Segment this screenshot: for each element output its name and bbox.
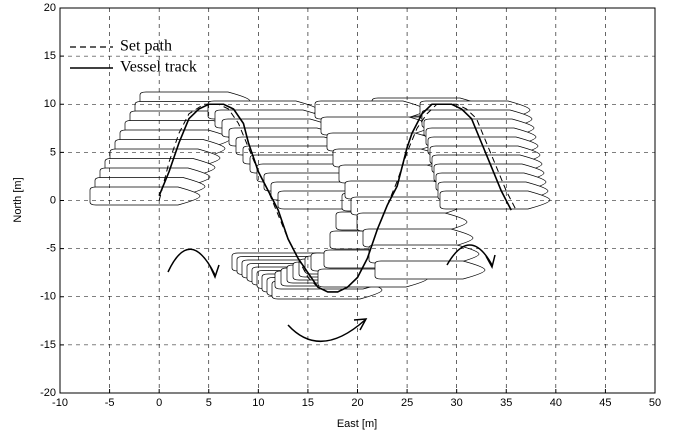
y-axis-label: North [m] xyxy=(12,177,24,222)
series-line xyxy=(158,103,517,293)
vessel-outline xyxy=(362,228,474,248)
vessel-outline xyxy=(326,132,438,152)
vessel-outline xyxy=(356,212,468,232)
x-tick-label: 10 xyxy=(252,397,264,409)
y-tick-label: 10 xyxy=(44,98,56,110)
y-tick-label: -15 xyxy=(40,339,56,351)
arrows xyxy=(167,244,496,342)
x-tick-label: 30 xyxy=(451,397,463,409)
y-tick-label: 0 xyxy=(50,194,56,206)
y-tick-label: 5 xyxy=(50,146,56,158)
legend-label: Vessel track xyxy=(120,59,197,76)
vessel-outline xyxy=(320,116,432,136)
vessel-outline xyxy=(332,148,444,168)
series-line xyxy=(158,103,512,293)
y-tick-label: 15 xyxy=(44,50,56,62)
x-tick-label: 45 xyxy=(599,397,611,409)
legend-label: Set path xyxy=(120,38,172,55)
x-tick-label: -10 xyxy=(52,397,68,409)
vessel-outline xyxy=(439,190,551,210)
y-tick-label: -20 xyxy=(40,387,56,399)
vessel-outline xyxy=(374,260,486,280)
x-tick-label: -5 xyxy=(105,397,115,409)
y-tick-label: -5 xyxy=(46,243,56,255)
x-tick-label: 20 xyxy=(351,397,363,409)
vessel-outline xyxy=(314,100,426,120)
vessel-outline xyxy=(89,186,201,206)
x-tick-label: 40 xyxy=(550,397,562,409)
plot-frame xyxy=(59,7,656,394)
y-tick-label: -10 xyxy=(40,291,56,303)
x-tick-label: 5 xyxy=(206,397,212,409)
y-tick-label: 20 xyxy=(44,2,56,14)
x-tick-label: 50 xyxy=(649,397,661,409)
x-tick-label: 15 xyxy=(302,397,314,409)
x-axis-label: East [m] xyxy=(337,418,377,430)
x-tick-label: 0 xyxy=(156,397,162,409)
x-tick-label: 35 xyxy=(500,397,512,409)
x-tick-label: 25 xyxy=(401,397,413,409)
